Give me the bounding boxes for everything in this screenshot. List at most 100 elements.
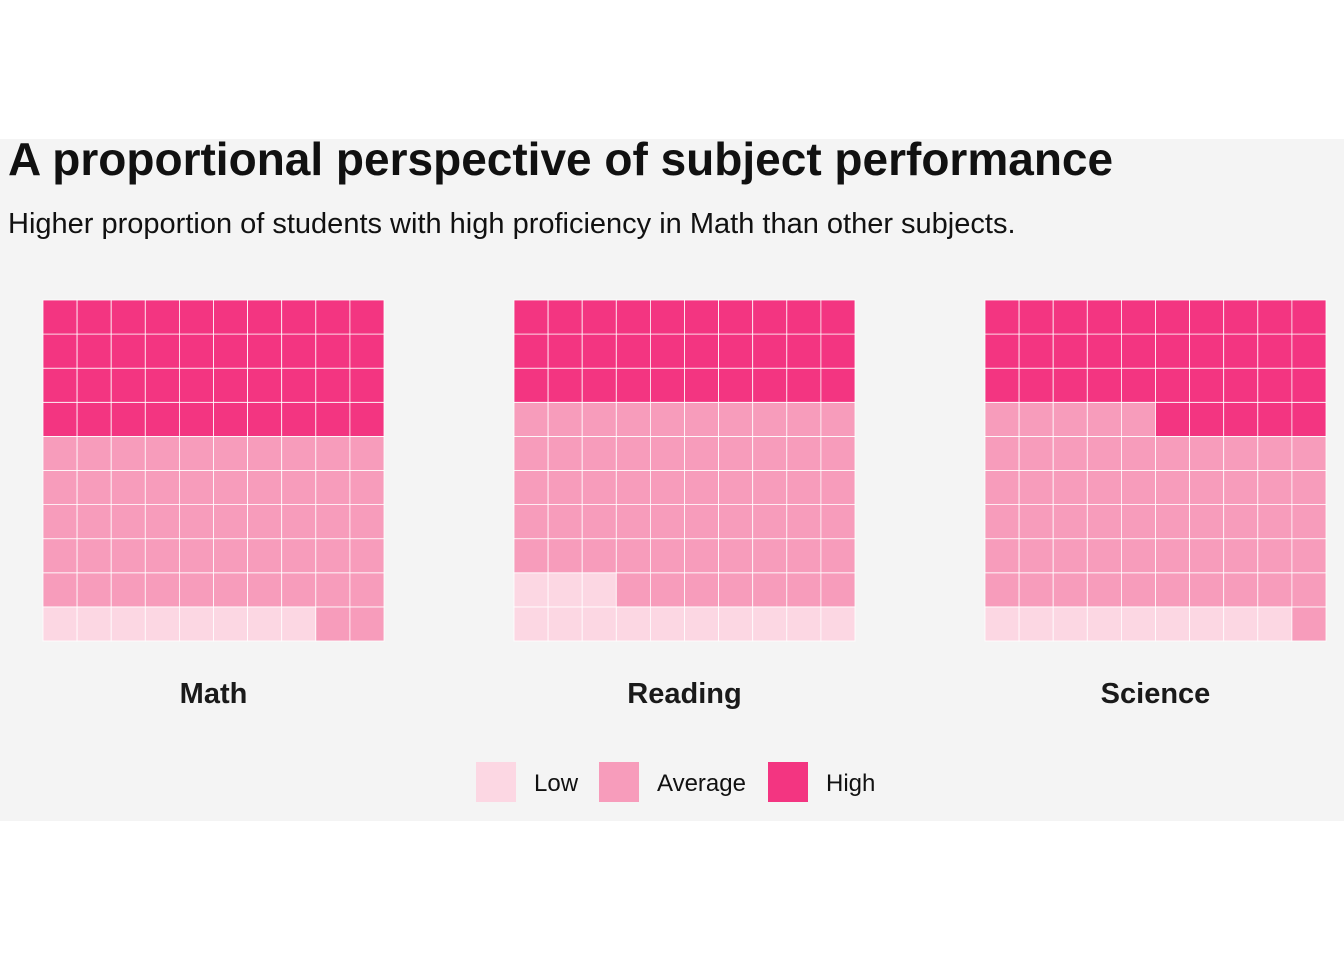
waffle-cell-high [615,333,651,369]
waffle-cell-high [315,333,351,369]
waffle-cell-average [315,504,351,540]
waffle-cell-high [144,367,180,403]
waffle-cell-low [76,606,112,642]
waffle-cell-average [1121,401,1156,437]
waffle-cell-high [581,299,617,335]
waffle-cell-average [315,538,351,574]
waffle-cell-high [1291,367,1327,403]
waffle-cell-average [42,470,78,505]
waffle-cell-high [315,401,351,437]
waffle-cell-average [752,538,788,574]
waffle-reading: Reading [513,299,856,710]
waffle-cell-high [1086,299,1122,335]
waffle-cell-average [247,572,283,608]
waffle-cell-high [1291,401,1327,437]
waffle-cell-average [76,435,112,471]
waffle-cell-average [1189,435,1225,471]
waffle-cell-low [718,606,754,642]
waffle-math: Math [42,299,385,710]
waffle-cell-high [1121,299,1156,335]
waffle-cell-average [1223,470,1259,505]
waffle-cell-high [1223,299,1259,335]
waffle-cell-high [1223,333,1259,369]
waffle-cell-high [110,367,146,403]
waffle-cell-average [684,572,719,608]
waffle-cell-high [786,333,822,369]
waffle-cell-high [76,367,112,403]
waffle-cell-average [718,538,754,574]
waffle-cell-average [247,435,283,471]
waffle-cell-average [1018,401,1054,437]
waffle-cell-average [581,504,617,540]
waffle-cell-high [718,367,754,403]
waffle-cell-average [615,504,651,540]
waffle-cell-high [1291,333,1327,369]
waffle-cell-average [650,435,685,471]
waffle-cell-high [1189,367,1225,403]
waffle-cell-average [820,470,856,505]
waffle-cell-high [547,367,583,403]
waffle-cell-average [42,538,78,574]
waffle-cell-low [547,572,583,608]
waffle-cell-average [513,504,549,540]
waffle-cell-high [650,299,685,335]
waffle-cell-average [718,435,754,471]
waffle-cell-low [144,606,180,642]
waffle-cell-high [752,333,788,369]
waffle-cell-high [110,299,146,335]
waffle-cell-average [1223,538,1259,574]
waffle-science: Science [984,299,1327,710]
waffle-cell-average [820,572,856,608]
waffle-cell-average [1223,572,1259,608]
waffle-cell-low [178,606,214,642]
waffle-cell-high [820,367,856,403]
waffle-cell-average [1121,435,1156,471]
waffle-cell-high [1155,333,1190,369]
waffle-cell-average [144,572,180,608]
waffle-cell-average [1086,504,1122,540]
waffle-cell-average [786,401,822,437]
waffle-cell-average [1052,504,1088,540]
waffle-cell-average [110,538,146,574]
waffle-cell-high [1052,299,1088,335]
waffle-cell-high [786,299,822,335]
waffle-cell-average [1257,538,1293,574]
waffle-cell-high [1018,299,1054,335]
waffle-cell-high [1257,367,1293,403]
waffle-cell-average [547,470,583,505]
waffle-cell-average [76,470,112,505]
waffle-cell-average [615,572,651,608]
waffle-cell-average [213,470,248,505]
waffle-cell-average [1121,504,1156,540]
waffle-cell-high [247,299,283,335]
waffle-cell-low [247,606,283,642]
waffle-cell-average [752,435,788,471]
waffle-cell-average [213,435,248,471]
waffle-cell-high [1121,367,1156,403]
waffle-cell-average [315,435,351,471]
waffle-cell-average [1052,538,1088,574]
waffle-cell-average [178,435,214,471]
waffle-cell-average [110,504,146,540]
waffle-cell-average [349,572,385,608]
waffle-cell-high [547,299,583,335]
waffle-cell-average [281,504,317,540]
waffle-cell-average [820,401,856,437]
legend-label-high: High [826,770,875,797]
waffle-cell-high [178,333,214,369]
waffle-cell-high [247,333,283,369]
waffle-cell-average [684,435,719,471]
waffle-cell-low [684,606,719,642]
waffle-cell-low [581,606,617,642]
waffle-cell-high [349,367,385,403]
legend: Low Average High [476,762,875,802]
waffle-cell-average [752,504,788,540]
waffle-cell-average [1121,470,1156,505]
waffle-cell-average [786,504,822,540]
waffle-cell-high [247,367,283,403]
waffle-cell-average [42,435,78,471]
waffle-cell-average [786,538,822,574]
waffle-cell-average [110,435,146,471]
waffle-cell-high [247,401,283,437]
waffle-cell-average [349,504,385,540]
